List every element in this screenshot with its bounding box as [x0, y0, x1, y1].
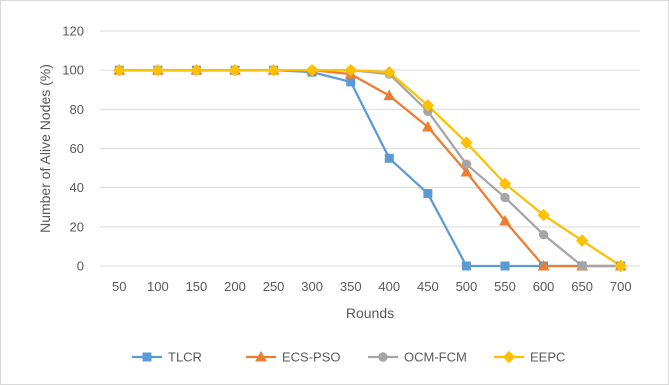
legend-swatch-marker [502, 350, 516, 364]
x-tick-label: 350 [340, 279, 362, 294]
x-tick-label: 200 [224, 279, 246, 294]
legend-item-ecs-pso: ECS-PSO [246, 350, 341, 365]
data-point-eepc [460, 136, 473, 149]
legend-label: ECS-PSO [282, 350, 341, 365]
series-markers [113, 63, 627, 273]
y-tick-label: 20 [70, 219, 84, 234]
x-tick-label: 450 [417, 279, 439, 294]
legend-swatch-marker [142, 352, 152, 362]
y-axis-title: Number of Alive Nodes (%) [37, 64, 53, 233]
data-point-ocm-fcm [538, 229, 549, 240]
data-point-ocm-fcm [577, 261, 587, 271]
data-point-ecs-pso [499, 214, 511, 226]
legend-label: OCM-FCM [404, 350, 467, 365]
y-tick-label: 100 [62, 63, 84, 78]
data-point-tlcr [461, 261, 471, 271]
x-tick-label: 150 [186, 279, 208, 294]
data-point-tlcr [346, 77, 356, 87]
data-point-eepc [537, 208, 550, 222]
data-point-eepc [344, 63, 357, 77]
y-tick-label: 40 [70, 180, 84, 195]
data-point-eepc [421, 99, 435, 112]
x-tick-labels: 50 100 150 200 250 300 350 400 450 500 550 600 650 70… [112, 279, 632, 294]
data-point-eepc [190, 63, 203, 77]
data-point-eepc [498, 177, 512, 190]
data-point-ecs-pso [422, 120, 434, 132]
legend-item-tlcr: TLCR [132, 350, 202, 365]
legend-label: EEPC [530, 350, 565, 365]
y-tick-label: 60 [70, 141, 84, 156]
gridlines [100, 30, 640, 267]
data-point-tlcr [384, 153, 394, 163]
data-point-eepc [305, 63, 319, 77]
data-point-ecs-pso [460, 165, 473, 177]
data-point-eepc [113, 63, 126, 77]
x-axis-title: Rounds [346, 305, 394, 321]
data-point-tlcr [423, 189, 433, 199]
series-points-eepc [113, 63, 627, 273]
legend: TLCR ECS-PSO OCM-FCM EEPC [132, 350, 565, 365]
y-tick-label: 120 [62, 24, 84, 39]
x-tick-label: 100 [147, 279, 169, 294]
data-point-ecs-pso [383, 89, 396, 101]
legend-item-ocm-fcm: OCM-FCM [368, 350, 467, 365]
x-tick-label: 600 [533, 279, 555, 294]
x-tick-label: 650 [571, 279, 593, 294]
data-point-eepc [383, 65, 396, 79]
x-tick-label: 250 [263, 279, 285, 294]
data-point-eepc [228, 63, 242, 77]
data-point-eepc [575, 234, 589, 247]
x-tick-label: 50 [112, 279, 126, 294]
data-point-eepc [151, 63, 165, 77]
y-tick-label: 80 [70, 102, 84, 117]
x-tick-label: 550 [494, 279, 516, 294]
x-tick-label: 700 [610, 279, 632, 294]
legend-label: TLCR [168, 350, 202, 365]
y-tick-labels: 0 20 40 60 80 100 120 [62, 24, 84, 274]
data-point-ocm-fcm [500, 192, 510, 203]
y-tick-label: 0 [77, 259, 84, 274]
x-tick-label: 500 [456, 279, 478, 294]
legend-item-eepc: EEPC [494, 350, 565, 365]
series-line-eepc [119, 69, 622, 267]
data-point-ocm-fcm [461, 159, 472, 169]
legend-swatch-marker [378, 352, 388, 362]
legend-swatch-marker [255, 350, 267, 362]
data-point-eepc [267, 63, 280, 77]
x-tick-label: 400 [378, 279, 400, 294]
series-lines [119, 69, 622, 268]
data-point-ecs-pso [537, 259, 550, 271]
data-point-eepc [614, 259, 627, 273]
x-tick-label: 300 [301, 279, 323, 294]
data-point-tlcr [500, 261, 510, 271]
